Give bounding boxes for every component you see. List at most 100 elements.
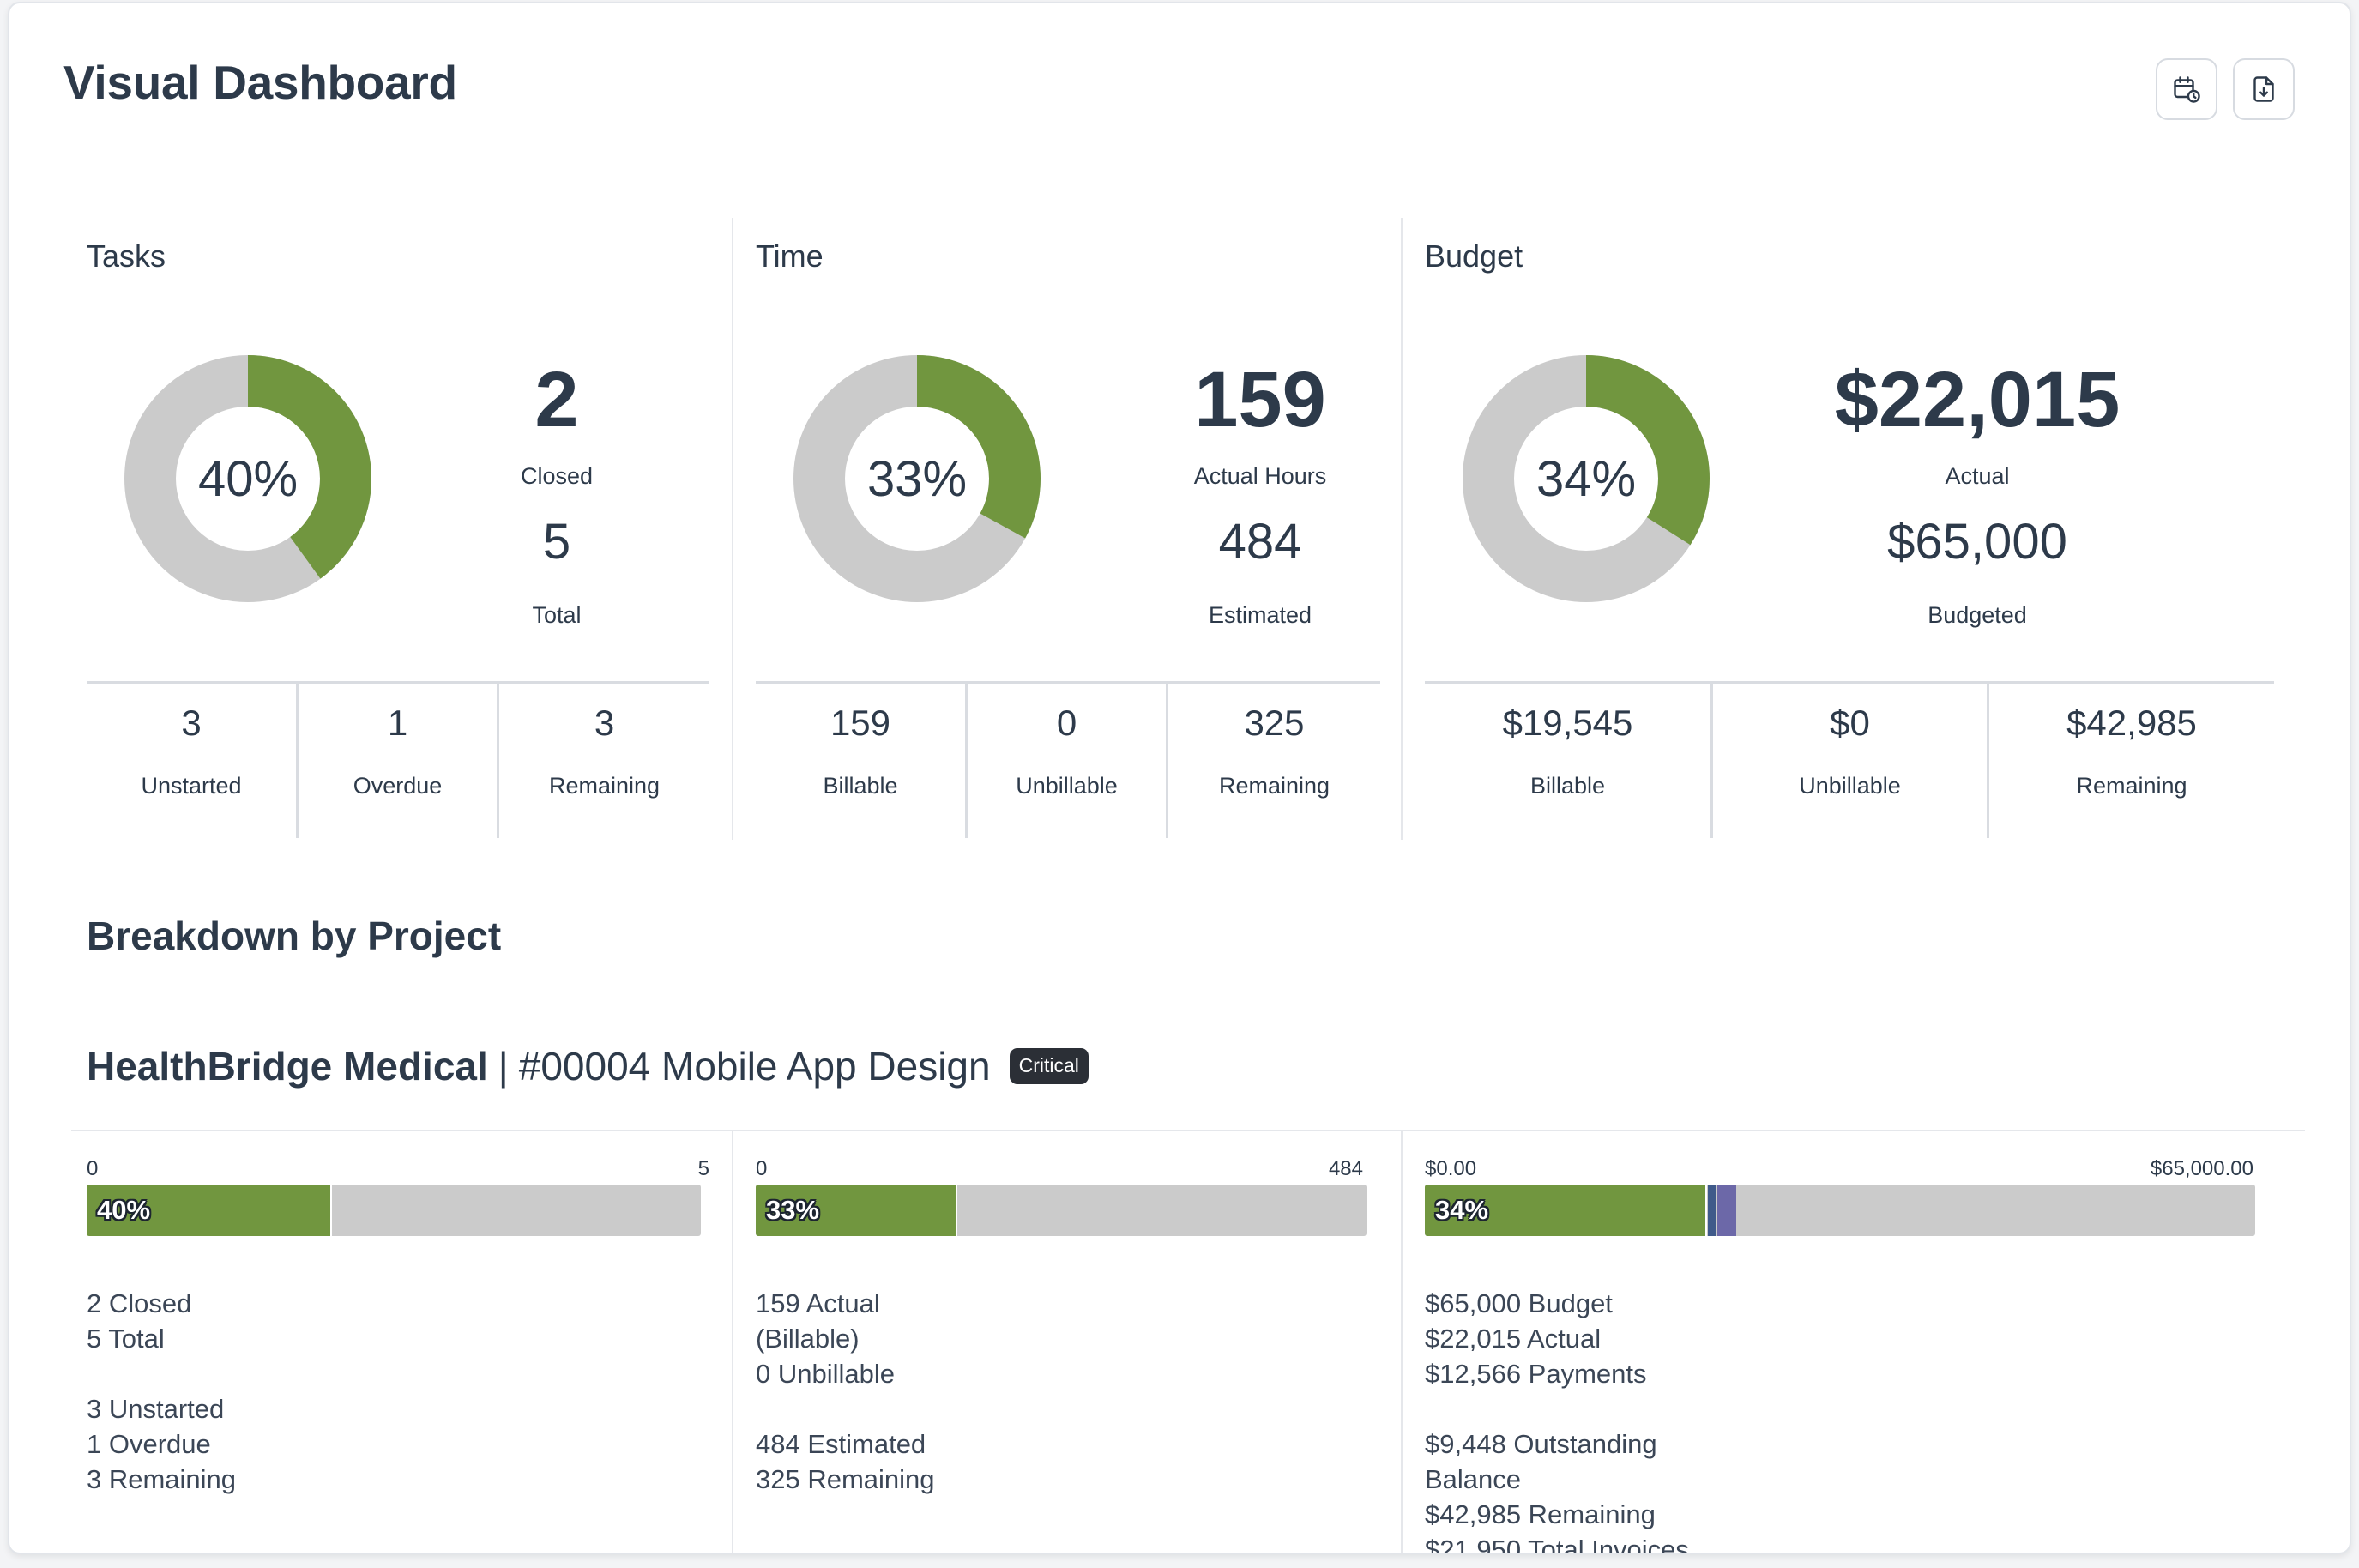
detail-line: $9,448 Outstanding <box>1425 1429 1657 1459</box>
detail-line: 159 Actual <box>756 1288 880 1318</box>
project-budget-bar-percent: 34% <box>1435 1195 1489 1225</box>
project-divider <box>71 1130 2305 1131</box>
tasks-total-value: 5 <box>542 514 571 570</box>
budget-budgeted-caption: Budgeted <box>1928 602 2027 628</box>
tasks-overdue-label: Overdue <box>353 773 443 799</box>
calendar-clock-icon <box>2174 76 2200 103</box>
project-budget-min: $0.00 <box>1425 1157 1477 1180</box>
detail-line: 325 Remaining <box>756 1464 935 1494</box>
detail-line: (Billable) <box>756 1324 860 1354</box>
project-name[interactable]: #00004 Mobile App Design <box>518 1044 991 1089</box>
tasks-remaining-label: Remaining <box>548 773 661 799</box>
tasks-closed-value: 2 <box>534 356 579 443</box>
time-estimated-value: 484 <box>1218 514 1302 570</box>
time-remaining-label: Remaining <box>1218 773 1330 799</box>
budget-remaining-value: $42,985 <box>2066 703 2197 743</box>
project-tasks-max: 5 <box>697 1157 709 1180</box>
tasks-donut-percent: 40% <box>197 450 299 507</box>
detail-line <box>1425 1391 1689 1426</box>
project-time-bar: 33% <box>756 1185 1367 1236</box>
time-estimated-caption: Estimated <box>1208 602 1312 628</box>
time-donut-progress <box>793 355 1041 602</box>
project-tasks-bar-percent: 40% <box>97 1195 151 1225</box>
project-heading: HealthBridge Medical | #00004 Mobile App… <box>87 1043 1089 1089</box>
breakdown-title: Breakdown by Project <box>87 914 502 958</box>
project-time-details: 159 Actual (Billable) 0 Unbillable 484 Esti… <box>756 1286 935 1497</box>
project-budget-bar-segment-navy <box>1708 1185 1716 1236</box>
project-budget-bar: 34% <box>1425 1185 2255 1236</box>
project-budget-details: $65,000 Budget $22,015 Actual $12,566 Paym… <box>1425 1286 1689 1554</box>
tasks-overdue: 1 Overdue <box>296 684 497 838</box>
project-time-max: 484 <box>1328 1157 1363 1180</box>
project-separator: | <box>498 1044 509 1089</box>
budget-actual-value: $22,015 <box>1834 356 2121 443</box>
priority-badge: Critical <box>1009 1048 1089 1084</box>
budget-unbillable-value: $0 <box>1830 703 1870 743</box>
project-time-min: 0 <box>756 1157 768 1180</box>
time-actual-caption: Actual Hours <box>1193 463 1327 489</box>
time-unbillable: 0 Unbillable <box>965 684 1166 838</box>
project-budget-bar-segment-purple <box>1717 1185 1737 1236</box>
detail-line: 2 Closed <box>87 1288 192 1318</box>
budget-title: Budget <box>1425 238 1523 274</box>
project-tasks-min: 0 <box>87 1157 99 1180</box>
project-budget-max: $65,000.00 <box>2150 1157 2253 1180</box>
project-time-column: 0 484 33% 159 Actual (Billable) 0 Unbillab… <box>732 1131 1401 1553</box>
project-tasks-bar: 40% <box>87 1185 701 1236</box>
budget-donut-progress <box>1463 355 1710 602</box>
budget-donut <box>1463 355 1710 602</box>
detail-line: 484 Estimated <box>756 1429 926 1459</box>
budget-sub-stats: $19,545 Billable $0 Unbillable $42,985 R… <box>1425 681 2274 838</box>
project-budget-bar-fill <box>1425 1185 1708 1236</box>
budget-unbillable: $0 Unbillable <box>1710 684 1987 838</box>
budget-remaining-label: Remaining <box>2076 773 2187 799</box>
detail-line: $12,566 Payments <box>1425 1359 1647 1389</box>
export-button[interactable] <box>2233 58 2295 120</box>
budget-unbillable-label: Unbillable <box>1799 773 1901 799</box>
time-actual-value: 159 <box>1194 356 1326 443</box>
tasks-donut-progress <box>124 355 371 602</box>
detail-line: $65,000 Budget <box>1425 1288 1613 1318</box>
tasks-section: Tasks 40% 2 Closed 5 Total 3 Unstarted 1… <box>87 218 709 840</box>
budget-remaining: $42,985 Remaining <box>1987 684 2274 838</box>
download-file-icon <box>2253 76 2274 102</box>
project-tasks-column: 0 5 40% 2 Closed 5 Total 3 Unstarted 1 Over… <box>87 1131 709 1553</box>
detail-line: $22,015 Actual <box>1425 1324 1602 1354</box>
detail-line: $42,985 Remaining <box>1425 1499 1656 1529</box>
time-billable-value: 159 <box>830 703 891 743</box>
time-unbillable-value: 0 <box>1056 703 1077 743</box>
budget-billable-value: $19,545 <box>1502 703 1633 743</box>
project-client[interactable]: HealthBridge Medical <box>87 1044 488 1089</box>
detail-line: 3 Remaining <box>87 1464 237 1494</box>
tasks-remaining-value: 3 <box>594 703 615 743</box>
tasks-unstarted-label: Unstarted <box>141 773 242 799</box>
project-budget-column: $0.00 $65,000.00 34% $65,000 Budget $22,0… <box>1401 1131 2310 1554</box>
time-remaining: 325 Remaining <box>1166 684 1380 838</box>
tasks-unstarted-value: 3 <box>181 703 202 743</box>
detail-line: Balance <box>1425 1464 1522 1494</box>
time-donut <box>793 355 1041 602</box>
project-tasks-details: 2 Closed 5 Total 3 Unstarted 1 Overdue 3 Rem… <box>87 1286 236 1497</box>
project-tasks-bar-fill <box>87 1185 333 1236</box>
detail-line: $21,950 Total Invoices <box>1425 1535 1689 1554</box>
detail-line <box>87 1356 236 1391</box>
time-section: Time 33% 159 Actual Hours 484 Estimated … <box>732 218 1401 840</box>
page-title: Visual Dashboard <box>63 56 457 109</box>
budget-billable: $19,545 Billable <box>1425 684 1710 838</box>
time-donut-percent: 33% <box>866 450 968 507</box>
schedule-button[interactable] <box>2156 58 2217 120</box>
time-remaining-value: 325 <box>1244 703 1305 743</box>
tasks-overdue-value: 1 <box>387 703 408 743</box>
visual-dashboard-card: Visual Dashboard Tasks 40% 2 Closed 5 To… <box>8 2 2351 1554</box>
budget-billable-label: Billable <box>1529 773 1606 799</box>
time-sub-stats: 159 Billable 0 Unbillable 325 Remaining <box>756 681 1380 838</box>
time-billable-label: Billable <box>823 773 898 799</box>
budget-budgeted-value: $65,000 <box>1887 514 2067 570</box>
tasks-donut <box>124 355 371 602</box>
budget-actual-caption: Actual <box>1945 463 2010 489</box>
tasks-sub-stats: 3 Unstarted 1 Overdue 3 Remaining <box>87 681 709 838</box>
tasks-remaining: 3 Remaining <box>497 684 709 838</box>
tasks-title: Tasks <box>87 238 166 274</box>
budget-donut-percent: 34% <box>1535 450 1637 507</box>
project-time-bar-percent: 33% <box>766 1195 820 1225</box>
